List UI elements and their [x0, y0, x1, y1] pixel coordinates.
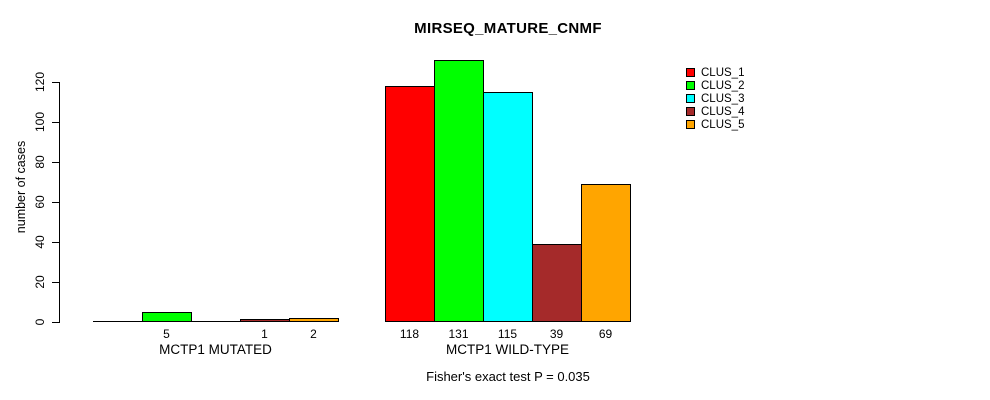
legend-label: CLUS_5 [701, 118, 745, 131]
bar-value-label: 115 [497, 327, 518, 341]
bar-value-label: 69 [598, 327, 613, 341]
bar-CLUS_4 [240, 319, 290, 322]
y-axis-tick [52, 282, 59, 283]
legend-swatch-icon [686, 107, 695, 116]
y-axis-tick [52, 202, 59, 203]
legend-swatch-icon [686, 81, 695, 90]
bar-CLUS_2 [142, 312, 192, 322]
legend-entry-CLUS_3: CLUS_3 [686, 92, 744, 105]
legend: CLUS_1 CLUS_2 CLUS_3 CLUS_4 CLUS_5 [686, 66, 744, 131]
y-axis-line [59, 82, 60, 323]
y-axis-tick [52, 82, 59, 83]
bar-CLUS_4 [532, 244, 582, 322]
group-label: MCTP1 MUTATED [159, 342, 272, 357]
bar-CLUS_5 [581, 184, 631, 322]
bar-value-label: 5 [163, 327, 170, 341]
bar-CLUS_1 [385, 86, 435, 322]
y-axis-tick-label: 120 [33, 71, 47, 93]
bar-value-label: 1 [261, 327, 268, 341]
y-axis-tick-label: 60 [33, 195, 47, 209]
bar-CLUS_5 [289, 318, 339, 322]
legend-swatch-icon [686, 68, 695, 77]
legend-swatch-icon [686, 120, 695, 129]
y-axis-tick [52, 162, 59, 163]
group-label: MCTP1 WILD-TYPE [445, 342, 570, 357]
y-axis-tick-label: 0 [33, 318, 47, 326]
legend-label: CLUS_4 [701, 105, 745, 118]
y-axis-tick [52, 122, 59, 123]
legend-entry-CLUS_5: CLUS_5 [686, 118, 744, 131]
bar-value-label: 39 [549, 327, 564, 341]
bar-value-label: 118 [399, 327, 420, 341]
y-axis-tick-label: 100 [33, 111, 47, 133]
bar-value-label: 2 [310, 327, 317, 341]
fisher-test-annotation: Fisher's exact test P = 0.035 [426, 369, 590, 384]
legend-label: CLUS_2 [701, 79, 745, 92]
legend-label: CLUS_3 [701, 92, 745, 105]
y-axis-tick-label: 40 [33, 235, 47, 249]
legend-entry-CLUS_4: CLUS_4 [686, 105, 744, 118]
legend-entry-CLUS_2: CLUS_2 [686, 79, 744, 92]
chart-title: MIRSEQ_MATURE_CNMF [414, 20, 602, 37]
y-axis-label: number of cases [14, 140, 28, 234]
legend-entry-CLUS_1: CLUS_1 [686, 66, 744, 79]
y-axis-tick-label: 20 [33, 275, 47, 289]
bar-CLUS_1-zero [93, 321, 143, 322]
bar-CLUS_3-zero [191, 321, 241, 322]
bar-CLUS_3 [483, 92, 533, 322]
bar-CLUS_2 [434, 60, 484, 322]
legend-swatch-icon [686, 94, 695, 103]
y-axis-tick [52, 242, 59, 243]
y-axis-tick-label: 80 [33, 155, 47, 169]
y-axis-tick [52, 322, 59, 323]
legend-label: CLUS_1 [701, 66, 745, 79]
bar-value-label: 131 [448, 327, 469, 341]
